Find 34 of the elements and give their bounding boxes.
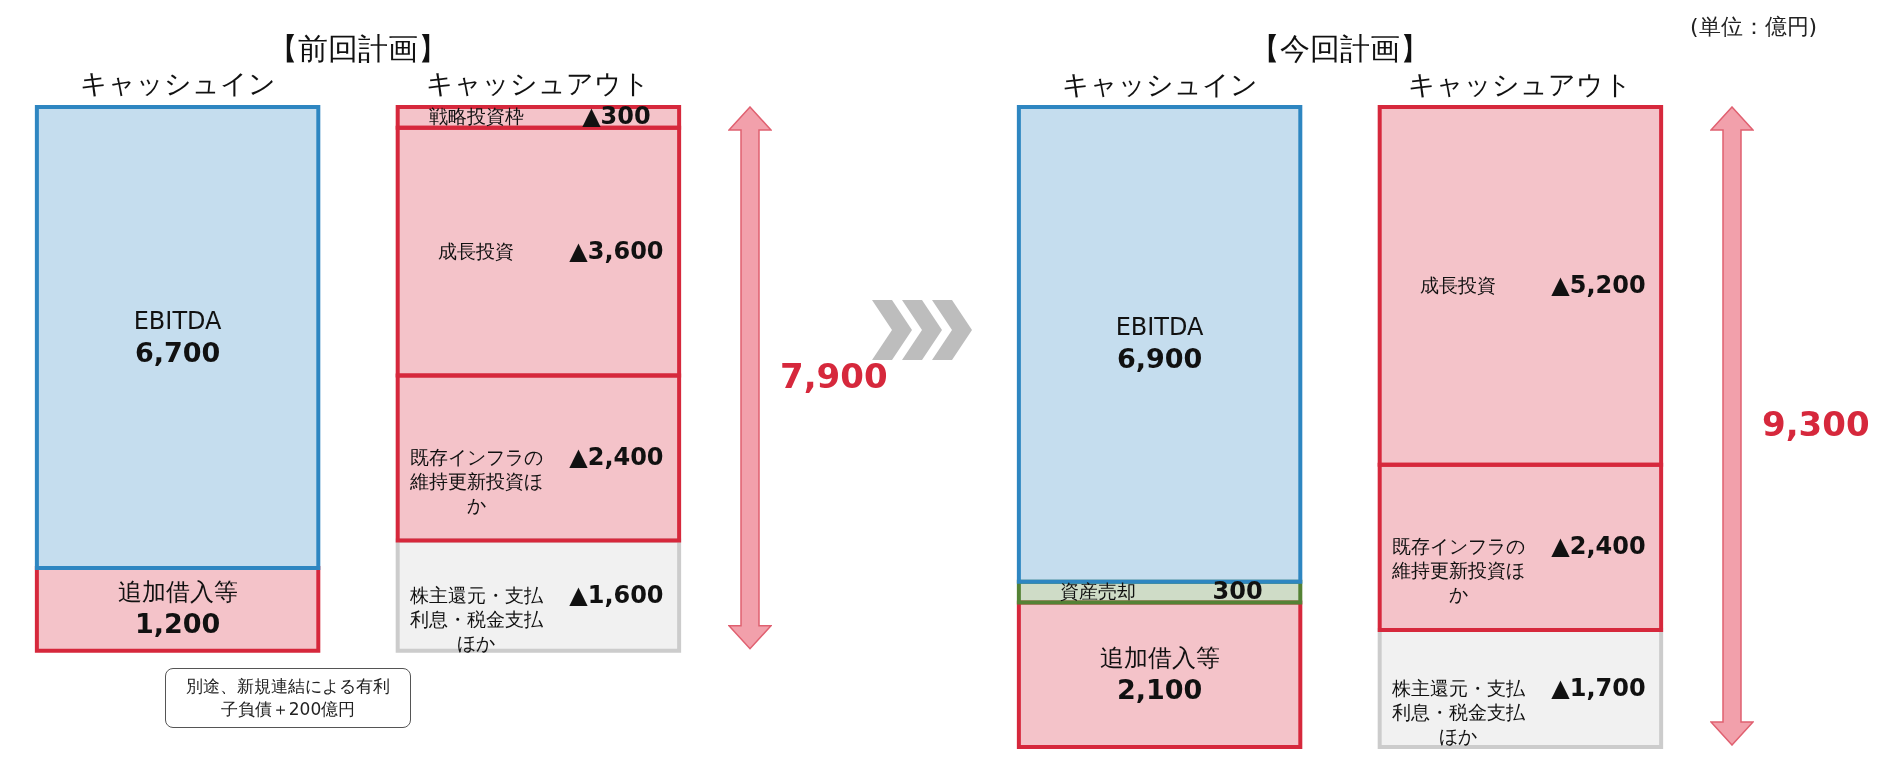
text: (単位：億円) <box>1690 13 1818 41</box>
chart-title: 【今回計画】 <box>1250 31 1430 66</box>
data-label: ▲1,600 <box>569 580 664 609</box>
chart-title: 【前回計画】 <box>268 31 448 66</box>
data-label: 6,700 <box>134 336 221 368</box>
series-label: 戦略投資枠 <box>428 105 524 128</box>
data-label: 6,900 <box>1116 343 1203 375</box>
data-label: ▲2,400 <box>569 442 664 471</box>
x-tick-label: キャッシュアウト <box>426 68 651 100</box>
series-label: 資産売却 <box>1059 580 1136 603</box>
total-label: 9,300 <box>1762 404 1870 444</box>
data-label: ▲2,400 <box>1551 532 1646 561</box>
x-tick-label: キャッシュイン <box>79 68 276 100</box>
data-label: ▲1,700 <box>1551 673 1646 702</box>
data-label: 300 <box>1212 577 1263 606</box>
text: 別途、新規連結による有利子負債＋200億円 <box>165 667 411 728</box>
x-tick-label: キャッシュイン <box>1061 68 1258 100</box>
data-label: ▲3,600 <box>569 236 664 265</box>
x-tick-label: キャッシュアウト <box>1408 68 1633 100</box>
series-label: 株主還元・支払利息・税金支払ほか <box>1390 676 1526 747</box>
series-label: 成長投資 <box>1420 273 1497 296</box>
series-label: 成長投資 <box>438 239 515 262</box>
data-label: 2,100 <box>1116 673 1203 705</box>
series-label: 株主還元・支払利息・税金支払ほか <box>408 583 544 654</box>
series-label: EBITDA <box>133 306 223 335</box>
series-label: EBITDA <box>1115 313 1205 342</box>
data-label: ▲5,200 <box>1551 270 1646 299</box>
total-label: 7,900 <box>780 355 888 396</box>
data-label: 1,200 <box>134 608 221 640</box>
data-label: ▲300 <box>582 102 651 131</box>
series-label: 既存インフラの維持更新投資ほか <box>1390 535 1525 606</box>
series-label: 追加借入等 <box>117 578 238 607</box>
series-label: 追加借入等 <box>1099 643 1220 672</box>
series-label: 既存インフラの維持更新投資ほか <box>408 445 543 516</box>
